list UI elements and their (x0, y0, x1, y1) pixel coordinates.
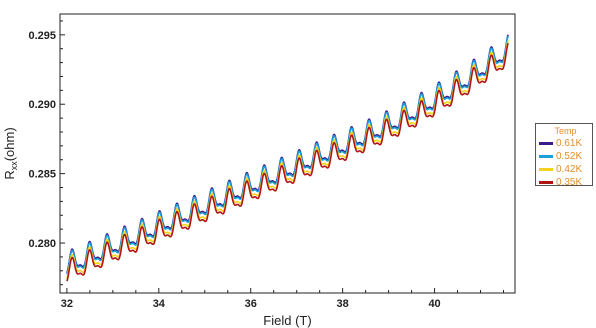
legend-label: 0.61K (556, 138, 583, 149)
x-axis-title: Field (T) (263, 313, 311, 328)
series-line-0.35K (66, 42, 509, 282)
x-tick-label: 34 (153, 298, 166, 310)
x-axis: 32 34 36 38 40 (61, 288, 505, 310)
x-tick-label: 38 (337, 298, 349, 310)
legend-item: 0.61K (539, 137, 592, 150)
legend-item: 0.42K (539, 163, 592, 176)
plot-lines (66, 34, 509, 282)
legend-swatch (539, 181, 553, 184)
series-line-0.52K (66, 35, 509, 275)
legend-title: Temp (554, 126, 577, 136)
y-tick-label: 0.285 (28, 169, 56, 181)
legend-label: 0.52K (556, 151, 583, 162)
legend-swatch (539, 155, 553, 158)
x-tick-label: 36 (245, 298, 257, 310)
y-tick-label: 0.290 (28, 99, 56, 111)
x-tick-label: 32 (61, 298, 73, 310)
y-tick-label: 0.280 (28, 238, 56, 250)
y-axis: 0.280 0.285 0.290 0.295 (28, 20, 65, 286)
legend-item: 0.35K (539, 176, 592, 189)
legend-swatch (539, 142, 553, 145)
y-axis-title-rest: (ohm) (2, 127, 17, 161)
x-tick-label: 40 (428, 298, 440, 310)
y-axis-title-main: R (2, 170, 17, 179)
y-tick-label: 0.295 (28, 30, 56, 42)
y-axis-title-sub: xx (9, 161, 19, 171)
legend-item: 0.52K (539, 150, 592, 163)
legend-label: 0.42K (556, 164, 583, 175)
y-axis-title: Rxx(ohm) (2, 127, 19, 179)
series-line-0.61K (66, 34, 509, 274)
plot-frame (59, 13, 516, 294)
legend: Temp 0.61K 0.52K 0.42K 0.35K (535, 123, 593, 189)
legend-label: 0.35K (556, 177, 583, 188)
legend-swatch (539, 168, 553, 171)
